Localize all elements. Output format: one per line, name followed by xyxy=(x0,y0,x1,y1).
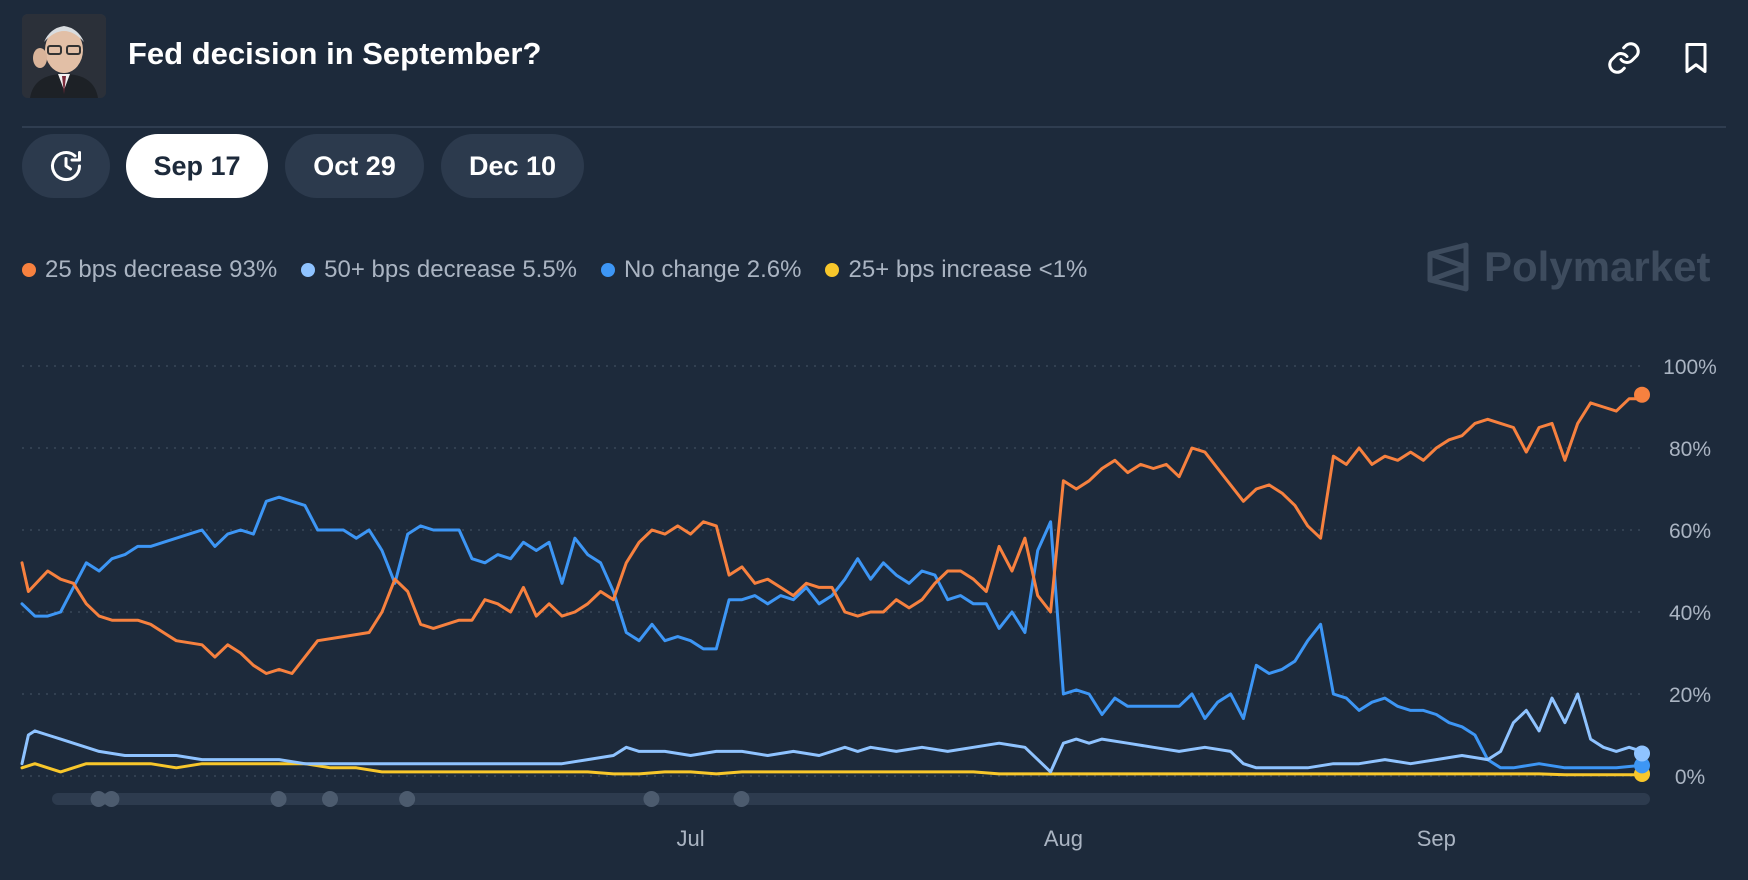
y-axis: 0% 20% 40% 60% 80% 100% xyxy=(1663,356,1717,789)
series-end-dot xyxy=(1634,745,1650,762)
scrubber-marker xyxy=(643,791,660,807)
series-end-dot xyxy=(1634,386,1650,403)
series-line xyxy=(20,762,1644,777)
chart-legend: 25 bps decrease 93% 50+ bps decrease 5.5… xyxy=(22,256,1111,284)
legend-label: 25+ bps increase <1% xyxy=(848,256,1088,283)
brand-name: Polymarket xyxy=(1484,243,1711,290)
timeline-scrubber[interactable] xyxy=(52,791,1650,807)
chart-series xyxy=(20,386,1650,782)
legend-dot xyxy=(22,263,36,277)
series-end-dot xyxy=(1634,757,1650,774)
legend-item[interactable]: 25+ bps increase <1% xyxy=(825,256,1087,284)
tab-sep-17[interactable]: Sep 17 xyxy=(126,134,268,198)
legend-label: No change 2.6% xyxy=(624,256,802,283)
series-line xyxy=(20,397,1644,675)
y-tick-label: 80% xyxy=(1669,438,1711,461)
scrubber-marker xyxy=(322,791,338,807)
market-header: Fed decision in September? xyxy=(22,14,1726,98)
series-line xyxy=(20,692,1644,774)
scrubber-marker xyxy=(90,791,107,807)
x-axis: Jul Aug Sep xyxy=(677,826,1456,851)
y-tick-label: 0% xyxy=(1675,766,1705,789)
scrubber-track xyxy=(52,793,1650,805)
page-title: Fed decision in September? xyxy=(128,36,542,71)
history-clock-icon xyxy=(51,151,81,182)
tab-oct-29[interactable]: Oct 29 xyxy=(285,134,424,198)
bookmark-icon[interactable] xyxy=(1678,40,1714,76)
legend-label: 25 bps decrease 93% xyxy=(45,256,278,283)
scrubber-marker xyxy=(733,791,750,807)
scrubber-marker xyxy=(103,791,120,807)
probability-chart: 0% 20% 40% 60% 80% 100% Jul Aug Sep xyxy=(20,356,1717,851)
polymarket-logo-icon xyxy=(1427,242,1469,292)
legend-item[interactable]: No change 2.6% xyxy=(601,256,801,284)
y-tick-label: 20% xyxy=(1669,684,1711,707)
x-tick-label: Aug xyxy=(1044,826,1083,851)
chart-grid xyxy=(22,365,1642,777)
tab-dec-10[interactable]: Dec 10 xyxy=(441,134,584,198)
x-tick-label: Jul xyxy=(677,826,705,851)
legend-item[interactable]: 50+ bps decrease 5.5% xyxy=(301,256,577,284)
y-tick-label: 60% xyxy=(1669,520,1711,543)
polymarket-logo: Polymarket xyxy=(1426,242,1710,292)
link-icon[interactable] xyxy=(1606,40,1642,76)
legend-label: 50+ bps decrease 5.5% xyxy=(324,256,578,283)
legend-dot xyxy=(825,263,840,277)
header-divider xyxy=(22,126,1726,128)
legend-dot xyxy=(301,263,316,277)
legend-dot xyxy=(601,263,616,277)
scrubber-marker xyxy=(399,791,416,807)
y-tick-label: 100% xyxy=(1663,356,1717,379)
series-line xyxy=(20,495,1644,770)
y-tick-label: 40% xyxy=(1669,602,1711,625)
history-button[interactable] xyxy=(22,134,110,198)
x-tick-label: Sep xyxy=(1417,826,1456,851)
legend-item[interactable]: 25 bps decrease 93% xyxy=(22,256,277,284)
portrait-avatar xyxy=(22,14,106,98)
scrubber-marker xyxy=(270,791,287,807)
